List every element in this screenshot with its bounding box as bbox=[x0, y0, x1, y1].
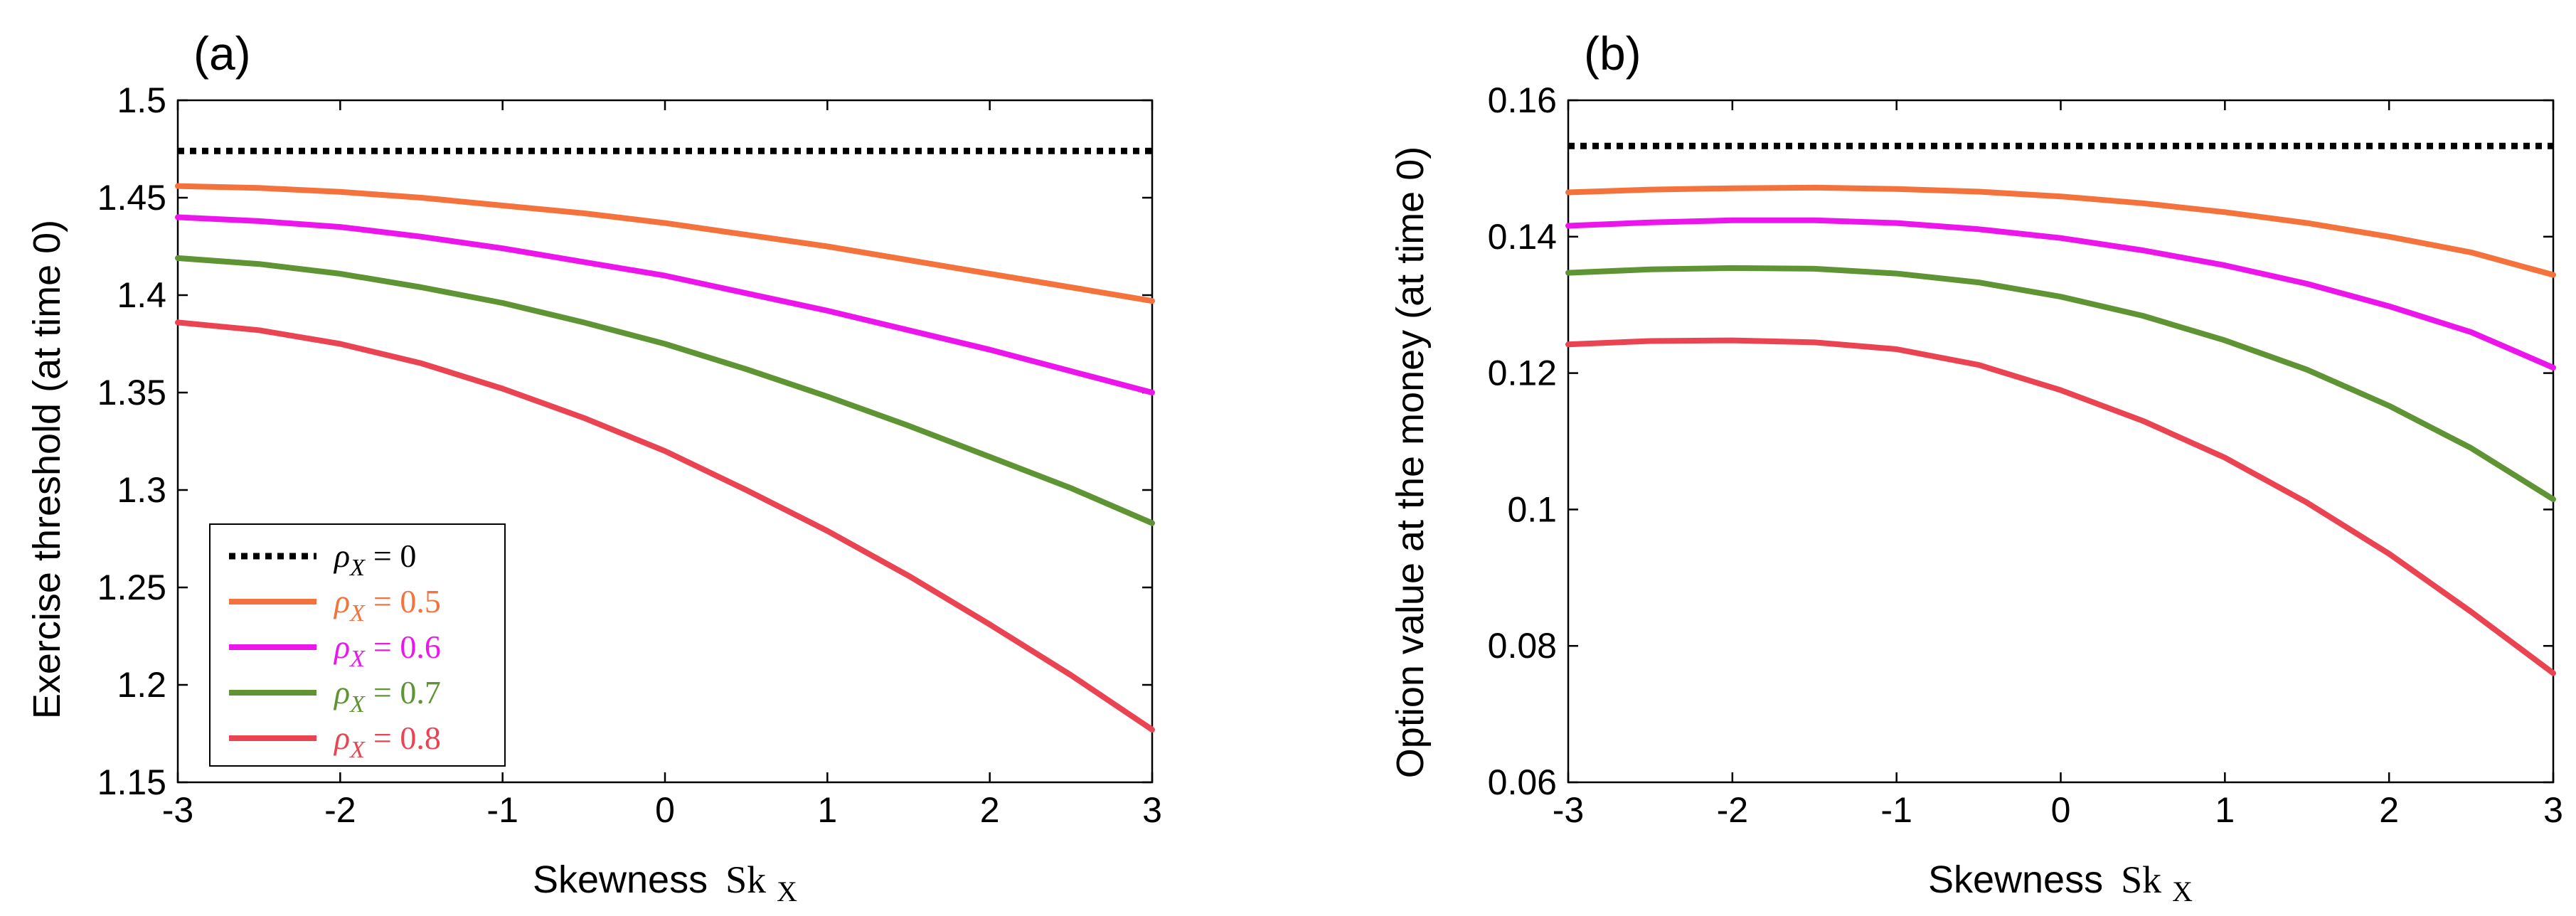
x-tick-label: 3 bbox=[2543, 790, 2563, 830]
series-line bbox=[1565, 217, 2556, 371]
x-tick-label: 0 bbox=[655, 790, 675, 830]
y-tick-label: 0.08 bbox=[1488, 626, 1557, 666]
x-tick-label: 2 bbox=[2379, 790, 2399, 830]
legend-value: = 0.6 bbox=[373, 629, 441, 665]
legend-subscript: X bbox=[348, 737, 366, 763]
legend-entry: ρX = 0.5 bbox=[333, 583, 441, 627]
legend-entry: ρX = 0.6 bbox=[333, 629, 441, 672]
panel-b-label: (b) bbox=[1584, 27, 1641, 80]
y-tick-label: 0.12 bbox=[1488, 353, 1557, 393]
x-axis-label-word: Skewness bbox=[533, 858, 708, 901]
y-tick-label: 1.35 bbox=[97, 373, 166, 412]
series-line bbox=[1565, 337, 2556, 676]
legend-symbol: ρ bbox=[333, 538, 350, 574]
series-line bbox=[1565, 184, 2556, 278]
legend-value: = 0.8 bbox=[373, 720, 441, 756]
x-tick-label: -2 bbox=[324, 790, 356, 830]
legend-symbol: ρ bbox=[333, 583, 350, 619]
legend-subscript: X bbox=[348, 600, 366, 627]
x-tick-label: -1 bbox=[486, 790, 518, 830]
x-tick-label: -3 bbox=[1553, 790, 1584, 830]
legend-symbol: ρ bbox=[333, 720, 350, 756]
x-axis-label-subscript: X bbox=[2172, 875, 2193, 907]
y-tick-label: 1.15 bbox=[97, 762, 166, 802]
x-tick-label: -1 bbox=[1880, 790, 1912, 830]
y-tick-label: 1.2 bbox=[117, 665, 166, 705]
y-tick-label: 1.3 bbox=[117, 470, 166, 510]
panel-a-chart: (a) Exercise threshold (at time 0) Skewn… bbox=[26, 27, 1162, 907]
legend-subscript: X bbox=[348, 646, 366, 672]
legend-symbol: ρ bbox=[333, 674, 350, 710]
y-tick-label: 1.45 bbox=[97, 178, 166, 218]
x-axis-label-symbol: Sk bbox=[725, 858, 766, 901]
panel-a-legend: ρX = 0ρX = 0.5ρX = 0.6ρX = 0.7ρX = 0.8 bbox=[209, 523, 506, 767]
x-axis-label-word: Skewness bbox=[1928, 858, 2103, 901]
legend-value: = 0.5 bbox=[373, 583, 441, 619]
x-tick-label: 2 bbox=[980, 790, 1000, 830]
legend-subscript: X bbox=[348, 691, 366, 718]
panel-a-y-axis-label: Exercise threshold (at time 0) bbox=[26, 220, 68, 719]
x-tick-label: 1 bbox=[817, 790, 837, 830]
legend-entry: ρX = 0 bbox=[333, 538, 416, 581]
y-tick-label: 0.1 bbox=[1507, 489, 1557, 529]
y-tick-label: 1.25 bbox=[97, 568, 166, 607]
panel-a-label: (a) bbox=[193, 27, 251, 80]
legend-subscript: X bbox=[348, 555, 366, 581]
series-line bbox=[175, 255, 1155, 526]
legend-entry: ρX = 0.8 bbox=[333, 720, 441, 763]
y-tick-label: 0.16 bbox=[1488, 80, 1557, 120]
legend-symbol: ρ bbox=[333, 629, 350, 665]
x-tick-label: 3 bbox=[1142, 790, 1162, 830]
legend-entry: ρX = 0.7 bbox=[333, 674, 441, 718]
panel-b-chart: (b) Option value at the money (at time 0… bbox=[1389, 27, 2563, 907]
x-tick-label: -3 bbox=[162, 790, 193, 830]
panel-a-plot-area: -3 -2 -1 0 1 2 3 1.15 1.2 1.25 1.3 1.35 1.4 1.45 1.5 bbox=[97, 80, 1162, 830]
y-tick-label: 0.06 bbox=[1488, 762, 1557, 802]
series-line bbox=[175, 183, 1155, 304]
x-tick-label: -2 bbox=[1717, 790, 1748, 830]
x-axis-label-symbol: Sk bbox=[2121, 858, 2161, 901]
y-tick-label: 1.5 bbox=[117, 80, 166, 120]
series-line bbox=[175, 214, 1155, 395]
panel-b-x-axis-label: Skewness Sk X bbox=[1928, 858, 2193, 907]
series-line bbox=[175, 319, 1155, 733]
legend-value: = 0 bbox=[373, 538, 416, 574]
panel-b-y-axis-label: Option value at the money (at time 0) bbox=[1389, 147, 1432, 778]
y-tick-label: 1.4 bbox=[117, 275, 166, 315]
legend-value: = 0.7 bbox=[373, 674, 441, 710]
series-line bbox=[1565, 265, 2556, 502]
x-axis-label-subscript: X bbox=[777, 875, 797, 907]
x-tick-label: 1 bbox=[2215, 790, 2235, 830]
panel-b-plot-area: -3 -2 -1 0 1 2 3 0.06 0.08 0.1 0.12 0.14 0.16 bbox=[1488, 80, 2563, 830]
x-tick-label: 0 bbox=[2051, 790, 2071, 830]
panel-a-x-axis-label: Skewness Sk X bbox=[533, 858, 797, 907]
y-tick-label: 0.14 bbox=[1488, 217, 1557, 257]
